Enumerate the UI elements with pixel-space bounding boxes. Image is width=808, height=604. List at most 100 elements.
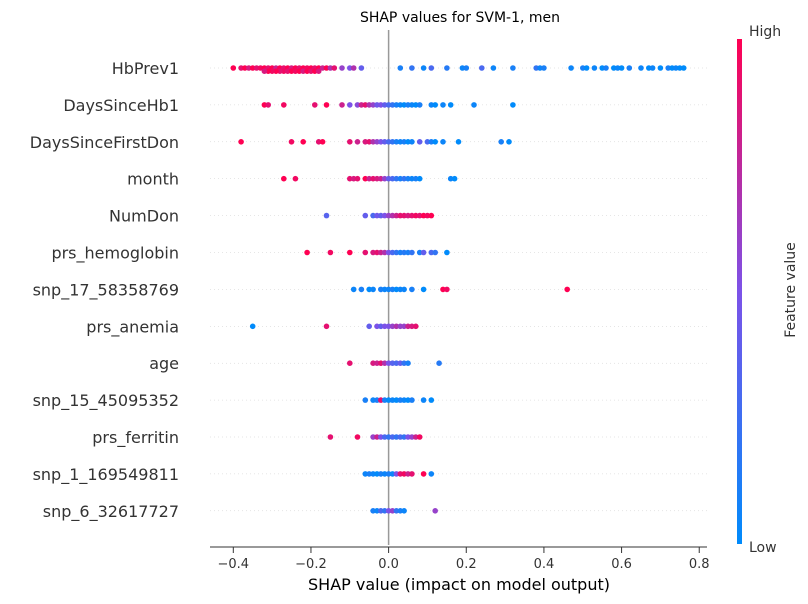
shap-point [385, 471, 392, 477]
shap-point [389, 139, 396, 145]
shap-point [405, 323, 411, 330]
shap-point [370, 102, 376, 108]
shap-point [401, 139, 407, 145]
shap-point [537, 65, 543, 71]
shap-point [327, 434, 334, 440]
shap-point [409, 175, 415, 182]
shap-point [614, 65, 621, 71]
shap-point [436, 360, 442, 367]
shap-point [358, 286, 365, 293]
shap-point [358, 102, 365, 108]
shap-point [319, 65, 326, 71]
shap-point [385, 360, 392, 367]
colorbar-high-label: High [749, 24, 781, 40]
shap-point [288, 139, 295, 145]
shap-point [603, 65, 609, 71]
shap-point [370, 508, 376, 514]
shap-point [440, 102, 446, 108]
shap-point [393, 249, 400, 256]
shap-point [510, 65, 516, 71]
shap-point [366, 175, 373, 182]
shap-point [428, 249, 435, 256]
shap-point [381, 508, 388, 514]
shap-point [673, 65, 679, 71]
shap-point [409, 139, 415, 145]
shap-point [385, 286, 392, 293]
shap-point [354, 139, 361, 145]
shap-point [428, 471, 435, 477]
colorbar-title: Feature value [783, 242, 799, 338]
shap-point [393, 212, 400, 219]
shap-point [378, 434, 384, 440]
shap-point [362, 102, 369, 108]
shap-point [401, 360, 407, 367]
x-tick-label: 0.8 [689, 557, 710, 572]
shap-point [424, 212, 431, 219]
shap-point [385, 434, 392, 440]
feature-label: HbPrev1 [112, 59, 179, 78]
shap-point [416, 434, 423, 440]
shap-point [315, 139, 322, 145]
shap-point [463, 65, 470, 71]
shap-point [354, 434, 361, 440]
shap-point [568, 65, 574, 71]
feature-labels: HbPrev1 DaysSinceHb1 DaysSinceFirstDon mont… [30, 59, 179, 522]
shap-point [541, 65, 547, 71]
shap-point [459, 65, 466, 71]
shap-point [420, 471, 427, 477]
shap-point [401, 249, 407, 256]
shap-point [358, 65, 365, 71]
shap-point [323, 323, 330, 330]
shap-point [401, 175, 407, 182]
shap-point [327, 65, 334, 71]
shap-point [347, 249, 353, 256]
shap-point [347, 102, 353, 108]
shap-point [315, 68, 322, 74]
shap-point [385, 249, 392, 256]
shap-point [249, 65, 256, 71]
shap-point [401, 323, 407, 330]
shap-point [385, 102, 392, 108]
shap-point [393, 508, 400, 514]
shap-point [347, 175, 353, 182]
shap-point [378, 471, 384, 477]
shap-point [416, 212, 423, 219]
shap-point [389, 249, 396, 256]
shap-point [432, 139, 439, 145]
shap-point [362, 249, 369, 256]
shap-point [381, 139, 388, 145]
shap-point [409, 249, 415, 256]
shap-point [378, 397, 384, 403]
shap-point [381, 102, 388, 108]
feature-label: snp_1_169549811 [33, 465, 179, 485]
shap-point [370, 360, 376, 367]
shap-point [428, 65, 435, 71]
shap-point [444, 65, 450, 71]
shap-point [677, 65, 683, 71]
shap-point [362, 471, 369, 477]
shap-point [389, 212, 396, 219]
shap-point [366, 471, 373, 477]
shap-point [409, 434, 415, 440]
shap-point [405, 397, 411, 403]
shap-point [409, 102, 415, 108]
shap-point [401, 286, 407, 293]
colorbar [737, 39, 742, 544]
shap-point [591, 65, 598, 71]
shap-point [319, 139, 326, 145]
shap-point [370, 175, 376, 182]
shap-point [312, 102, 318, 108]
shap-point [242, 65, 248, 71]
x-tick-label: 0.4 [534, 557, 555, 572]
shap-point [401, 397, 407, 403]
shap-point [354, 102, 361, 108]
shap-point [405, 249, 411, 256]
shap-point [323, 102, 330, 108]
shap-point [323, 65, 330, 71]
shap-point [393, 175, 400, 182]
shap-point [428, 397, 435, 403]
shap-point [401, 102, 407, 108]
x-tick-label: 0.6 [611, 557, 632, 572]
shap-point [366, 102, 373, 108]
shap-point [405, 471, 411, 477]
